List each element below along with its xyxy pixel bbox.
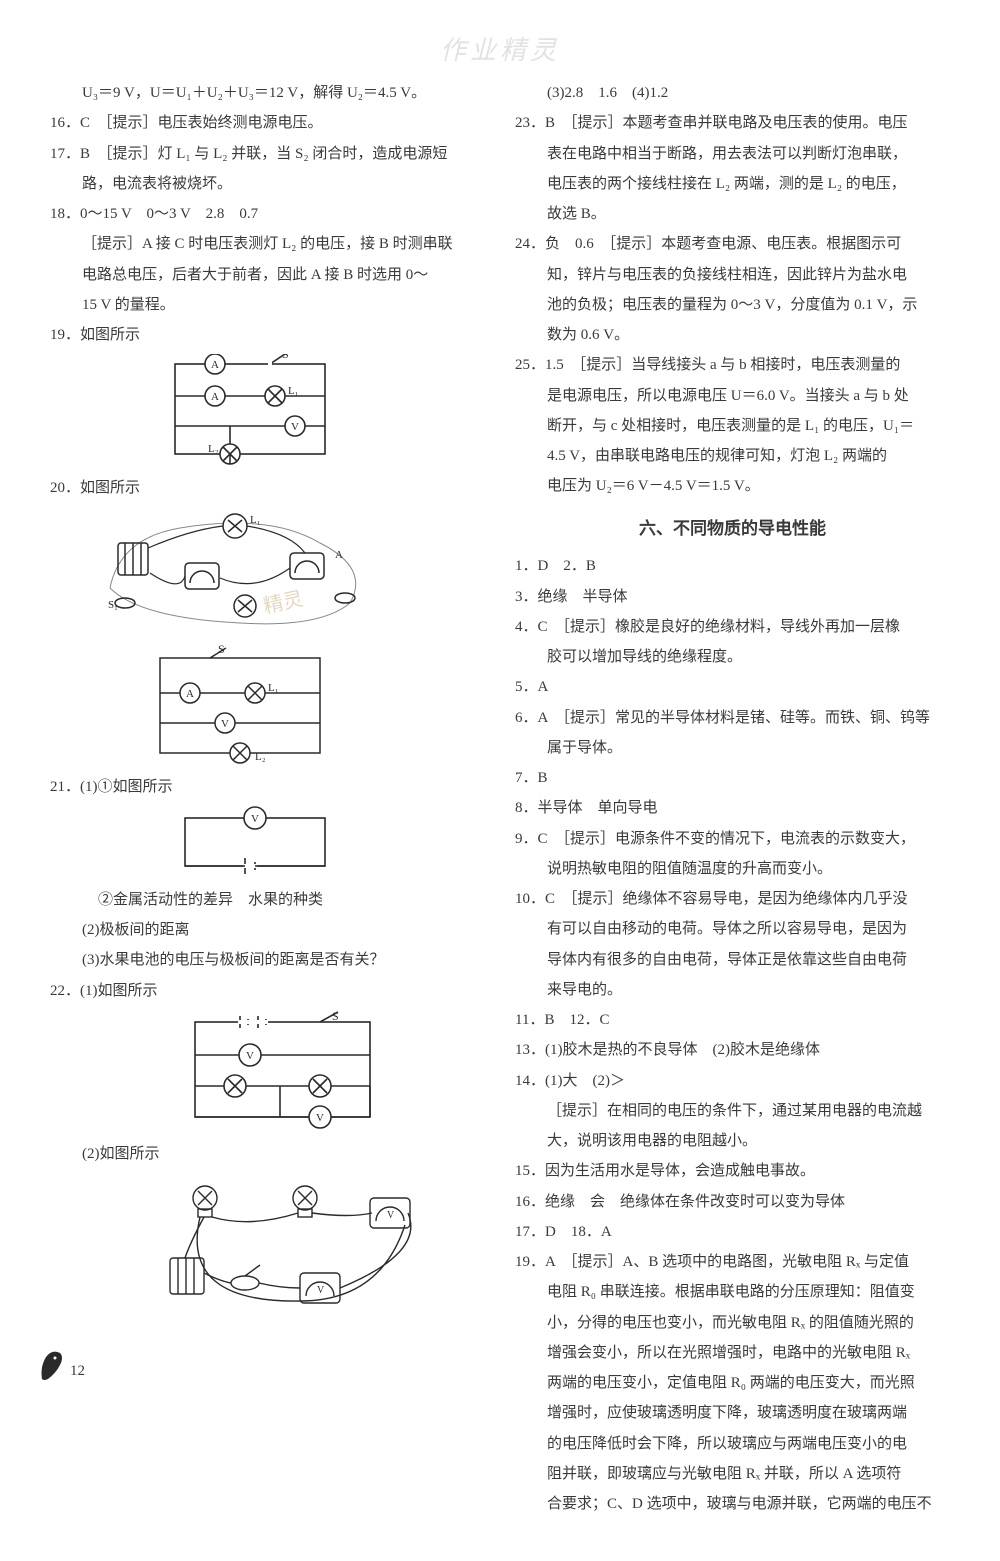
text-line: 来导电的。 — [515, 977, 950, 1003]
text-line: 表在电路中相当于断路，用去表法可以判断灯泡串联， — [515, 141, 950, 167]
svg-text:S: S — [282, 354, 289, 361]
left-column: U₃＝9 V，U＝U₁＋U₂＋U₃＝12 V，解得 U₂＝4.5 V。 16．C… — [50, 80, 485, 1521]
text-line: 属于导体。 — [515, 735, 950, 761]
svg-text:A: A — [211, 391, 219, 403]
text-line: 是电源电压，所以电源电压 U＝6.0 V。当接头 a 与 b 处 — [515, 383, 950, 409]
watermark-text: 作业精灵 — [440, 30, 560, 67]
text-line: 增强时，应使玻璃透明度下降，玻璃透明度在玻璃两端 — [515, 1400, 950, 1426]
text-line: 断开，与 c 处相接时，电压表测量的是 L₁ 的电压，U₁＝ — [515, 413, 950, 439]
circuit-diagram-20: L₁ A S₁ 精灵 — [90, 508, 485, 768]
svg-text:A: A — [335, 549, 343, 561]
svg-text:S₁: S₁ — [108, 599, 118, 611]
circuit-diagram-22b: V V — [150, 1173, 485, 1333]
text-line: 14．(1)大 (2)＞ — [515, 1068, 950, 1094]
text-line: 6．A ［提示］常见的半导体材料是锗、硅等。而铁、铜、钨等 — [515, 705, 950, 731]
circuit-diagram-22a: S V V — [180, 1010, 485, 1135]
right-column: (3)2.8 1.6 (4)1.2 23．B ［提示］本题考查串并联电路及电压表… — [515, 80, 950, 1521]
text-line: (3)2.8 1.6 (4)1.2 — [515, 80, 950, 106]
page-logo-icon — [38, 1349, 66, 1388]
text-line: 20．如图所示 — [50, 475, 485, 501]
text-line: 4.5 V，由串联电路电压的规律可知，灯泡 L₂ 两端的 — [515, 443, 950, 469]
text-line: 16．C ［提示］电压表始终测电源电压。 — [50, 110, 485, 136]
text-line: 小，分得的电压也变小，而光敏电阻 Rₓ 的阻值随光照的 — [515, 1310, 950, 1336]
circuit-diagram-19: S A A V L₁ L₂ — [160, 354, 485, 469]
text-line: 增强会变小，所以在光照增强时，电路中的光敏电阻 Rₓ — [515, 1340, 950, 1366]
text-line: (2)极板间的距离 — [50, 917, 485, 943]
text-line: (3)水果电池的电压与极板间的距离是否有关？ — [50, 947, 485, 973]
text-line: 17．D 18．A — [515, 1219, 950, 1245]
svg-text:A: A — [186, 688, 194, 700]
text-line: U₃＝9 V，U＝U₁＋U₂＋U₃＝12 V，解得 U₂＝4.5 V。 — [50, 80, 485, 106]
text-line: 11．B 12．C — [515, 1007, 950, 1033]
text-line: 8．半导体 单向导电 — [515, 795, 950, 821]
svg-text:L₂: L₂ — [255, 751, 266, 763]
text-line: 24．负 0.6 ［提示］本题考查电源、电压表。根据图示可 — [515, 231, 950, 257]
text-line: 数为 0.6 V。 — [515, 322, 950, 348]
text-line: 说明热敏电阻的阻值随温度的升高而变小。 — [515, 856, 950, 882]
svg-text:L₁: L₁ — [250, 514, 261, 526]
text-line: 16．绝缘 会 绝缘体在条件改变时可以变为导体 — [515, 1189, 950, 1215]
svg-text:V: V — [251, 813, 259, 825]
text-line: 大，说明该用电器的电阻越小。 — [515, 1128, 950, 1154]
svg-text:V: V — [291, 421, 299, 433]
text-line: 18．0～15 V 0～3 V 2.8 0.7 — [50, 201, 485, 227]
svg-text:S: S — [332, 1010, 339, 1023]
text-line: 电压为 U₂＝6 V－4.5 V＝1.5 V。 — [515, 473, 950, 499]
text-line: ［提示］A 接 C 时电压表测灯 L₂ 的电压，接 B 时测串联 — [50, 231, 485, 257]
text-line: 13．(1)胶木是热的不良导体 (2)胶木是绝缘体 — [515, 1037, 950, 1063]
text-line: 25．1.5 ［提示］当导线接头 a 与 b 相接时，电压表测量的 — [515, 352, 950, 378]
text-line: 22．(1)如图所示 — [50, 978, 485, 1004]
svg-text:L₂: L₂ — [208, 443, 219, 455]
svg-text:V: V — [317, 1285, 325, 1296]
text-line: 胶可以增加导线的绝缘程度。 — [515, 644, 950, 670]
text-line: 9．C ［提示］电源条件不变的情况下，电流表的示数变大， — [515, 826, 950, 852]
svg-text:V: V — [221, 718, 229, 730]
text-line: 导体内有很多的自由电荷，导体正是依靠这些自由电荷 — [515, 947, 950, 973]
svg-text:精灵: 精灵 — [261, 587, 305, 618]
circuit-diagram-21: V — [170, 806, 485, 881]
text-line: 3．绝缘 半导体 — [515, 584, 950, 610]
text-line: 的电压降低时会下降，所以玻璃应与两端电压变小的电 — [515, 1431, 950, 1457]
text-line: 有可以自由移动的电荷。导体之所以容易导电，是因为 — [515, 916, 950, 942]
text-line: ②金属活动性的差异 水果的种类 — [50, 887, 485, 913]
text-line: 19．A ［提示］A、B 选项中的电路图，光敏电阻 Rₓ 与定值 — [515, 1249, 950, 1275]
svg-text:V: V — [316, 1112, 324, 1124]
text-line: 合要求；C、D 选项中，玻璃与电源并联，它两端的电压不 — [515, 1491, 950, 1517]
text-line: 阻并联，即玻璃应与光敏电阻 Rₓ 并联，所以 A 选项符 — [515, 1461, 950, 1487]
text-line: 10．C ［提示］绝缘体不容易导电，是因为绝缘体内几乎没 — [515, 886, 950, 912]
text-line: ［提示］在相同的电压的条件下，通过某用电器的电流越 — [515, 1098, 950, 1124]
svg-text:V: V — [387, 1210, 395, 1221]
text-line: 4．C ［提示］橡胶是良好的绝缘材料，导线外再加一层橡 — [515, 614, 950, 640]
text-line: 知，锌片与电压表的负接线柱相连，因此锌片为盐水电 — [515, 262, 950, 288]
text-line: 电阻 R₀ 串联连接。根据串联电路的分压原理知：阻值变 — [515, 1279, 950, 1305]
text-line: 7．B — [515, 765, 950, 791]
svg-text:L₁: L₁ — [288, 385, 299, 397]
page-content: U₃＝9 V，U＝U₁＋U₂＋U₃＝12 V，解得 U₂＝4.5 V。 16．C… — [0, 0, 1000, 1561]
section-title: 六、不同物质的导电性能 — [515, 514, 950, 544]
text-line: 15 V 的量程。 — [50, 292, 485, 318]
text-line: 电路总电压，后者大于前者，因此 A 接 B 时选用 0～ — [50, 262, 485, 288]
text-line: (2)如图所示 — [50, 1141, 485, 1167]
text-line: 1．D 2．B — [515, 553, 950, 579]
text-line: 19．如图所示 — [50, 322, 485, 348]
svg-text:S: S — [218, 642, 225, 656]
text-line: 15．因为生活用水是导体，会造成触电事故。 — [515, 1158, 950, 1184]
text-line: 21．(1)①如图所示 — [50, 774, 485, 800]
text-line: 路，电流表将被烧坏。 — [50, 171, 485, 197]
text-line: 池的负极；电压表的量程为 0～3 V，分度值为 0.1 V，示 — [515, 292, 950, 318]
text-line: 5．A — [515, 674, 950, 700]
svg-text:V: V — [246, 1050, 254, 1062]
text-line: 23．B ［提示］本题考查串并联电路及电压表的使用。电压 — [515, 110, 950, 136]
text-line: 两端的电压变小，定值电阻 R₀ 两端的电压变大，而光照 — [515, 1370, 950, 1396]
text-line: 故选 B。 — [515, 201, 950, 227]
text-line: 17．B ［提示］灯 L₁ 与 L₂ 并联，当 S₂ 闭合时，造成电源短 — [50, 141, 485, 167]
svg-text:A: A — [211, 359, 219, 371]
text-line: 电压表的两个接线柱接在 L₂ 两端，测的是 L₂ 的电压， — [515, 171, 950, 197]
svg-text:L₁: L₁ — [268, 682, 279, 694]
page-number: 12 — [70, 1363, 85, 1380]
